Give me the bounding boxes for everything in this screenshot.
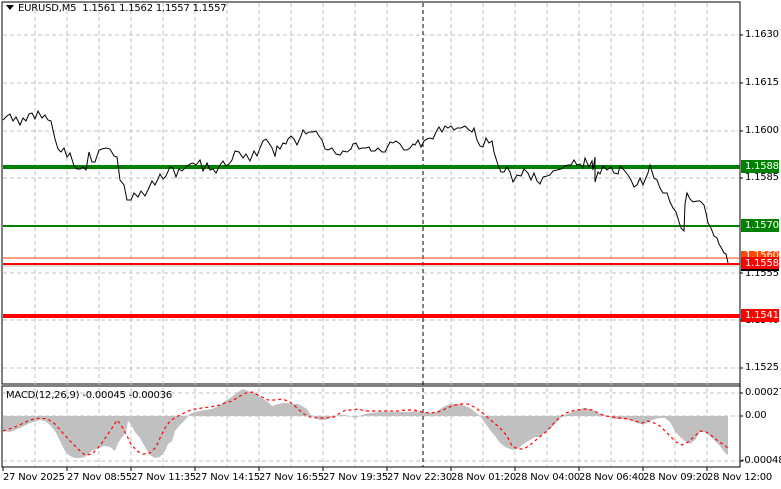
macd-signal-line <box>2 391 729 456</box>
time-label: 28 Nov 01:20 <box>451 472 517 483</box>
time-axis-ticks <box>2 467 708 471</box>
level-tag-1570: 1.1570 <box>741 219 779 232</box>
price-label: 1.1630 <box>745 29 779 40</box>
macd-indicator-label[interactable]: MACD(12,26,9) -0.00045 -0.00036 <box>6 390 173 401</box>
ask-price-tag <box>741 269 779 271</box>
time-label: 27 Nov 16:55 <box>259 472 325 483</box>
level-tag-1558: 1.1558 <box>741 257 779 270</box>
level-tag-1541: 1.1541 <box>741 309 779 322</box>
time-label: 27 Nov 11:35 <box>131 472 197 483</box>
price-label: 1.1615 <box>745 77 779 88</box>
level-tag-1588: 1.1588 <box>741 160 779 173</box>
triangle-down-icon[interactable] <box>6 5 14 10</box>
price-line <box>2 109 729 264</box>
bid-price-tag: 1.1560 <box>741 251 779 259</box>
vertical-grid <box>34 3 708 466</box>
price-label: 1.1600 <box>745 125 779 136</box>
ohlc-values: 1.1561 1.1562 1.1557 1.1557 <box>82 3 227 14</box>
macd-axis-label: 0.00027 <box>745 387 781 398</box>
time-label: 27 Nov 14:15 <box>195 472 261 483</box>
symbol-timeframe: EURUSD,M5 <box>18 3 77 14</box>
time-label: 27 Nov 22:30 <box>387 472 453 483</box>
macd-axis-label: 0.00 <box>745 410 767 421</box>
macd-axis-label: -0.00048 <box>741 455 781 466</box>
main-panel-frame <box>1 1 741 385</box>
time-label: 28 Nov 06:40 <box>579 472 645 483</box>
macd-histogram <box>3 389 728 458</box>
price-label: 1.1525 <box>745 362 779 373</box>
chart-title[interactable]: EURUSD,M5 1.1561 1.1562 1.1557 1.1557 <box>6 3 227 14</box>
time-label: 27 Nov 08:55 <box>67 472 133 483</box>
price-label: 1.1585 <box>745 172 779 183</box>
price-label: 1.1555 <box>745 268 779 279</box>
time-label: 28 Nov 09:20 <box>643 472 709 483</box>
time-label: 28 Nov 04:00 <box>515 472 581 483</box>
time-label: 27 Nov 19:35 <box>323 472 389 483</box>
time-label: 27 Nov 2025 <box>3 472 65 483</box>
time-label: 28 Nov 12:00 <box>707 472 773 483</box>
